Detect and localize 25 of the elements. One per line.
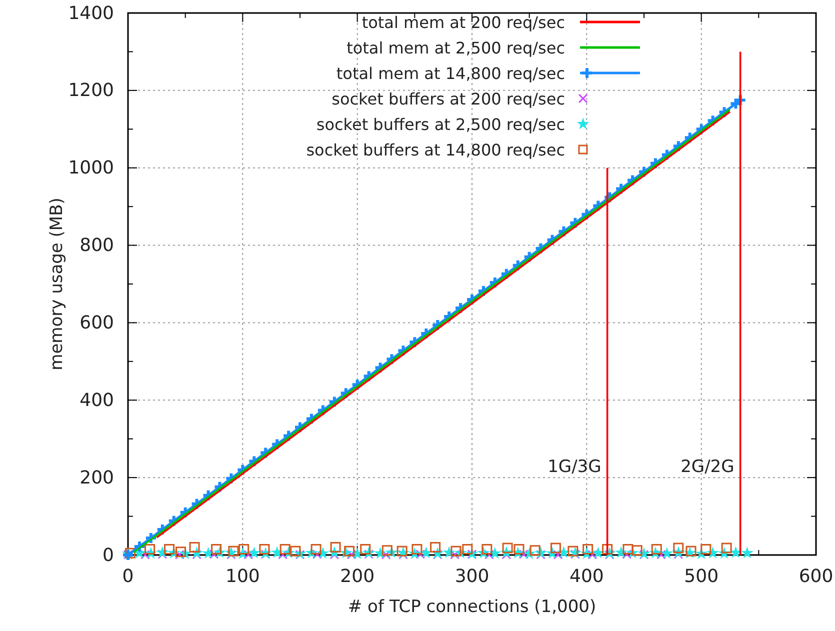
y-tick-label: 800 xyxy=(80,235,114,256)
y-axis-title: memory usage (MB) xyxy=(47,198,67,370)
annotation: 1G/3G xyxy=(548,456,602,477)
x-axis-title: # of TCP connections (1,000) xyxy=(348,597,596,617)
y-tick-label: 1400 xyxy=(68,2,114,24)
annotation: 2G/2G xyxy=(680,456,734,477)
legend-label: socket buffers at 2,500 req/sec xyxy=(316,115,565,134)
x-tick-label: 500 xyxy=(684,566,719,587)
x-tick-label: 600 xyxy=(798,566,834,587)
x-tick-label: 200 xyxy=(340,566,375,587)
legend-label: socket buffers at 200 req/sec xyxy=(332,90,565,108)
legend-label: total mem at 2,500 req/sec xyxy=(346,38,565,58)
x-tick-label: 100 xyxy=(225,566,260,587)
x-tick-label: 300 xyxy=(454,566,490,587)
legend-label: total mem at 14,800 req/sec xyxy=(336,64,565,83)
legend-label: socket buffers at 14,800 req/sec xyxy=(306,140,565,160)
y-tick-label: 1000 xyxy=(68,158,114,179)
y-tick-label: 200 xyxy=(80,467,114,488)
y-tick-label: 600 xyxy=(80,312,114,334)
x-tick-label: 0 xyxy=(122,566,134,587)
x-tick-label: 400 xyxy=(569,566,604,587)
legend-label: total mem at 200 req/sec xyxy=(362,13,565,32)
y-tick-label: 0 xyxy=(102,544,114,566)
y-tick-label: 400 xyxy=(80,390,114,411)
y-tick-label: 1200 xyxy=(68,80,114,102)
